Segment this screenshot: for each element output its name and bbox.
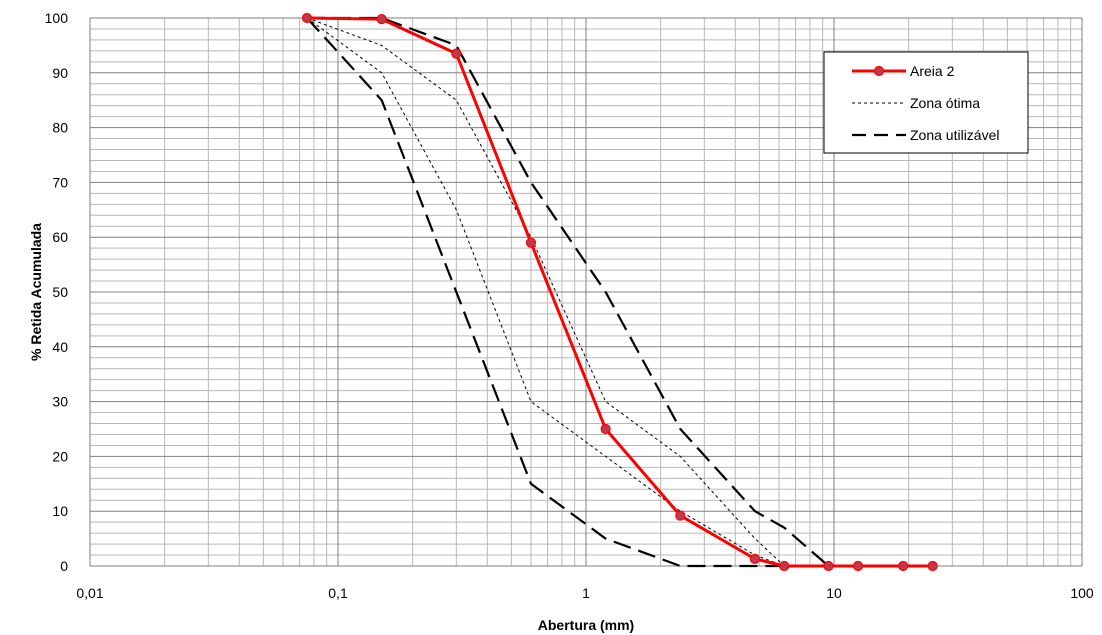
data-point-marker (451, 48, 462, 59)
x-tick-label: 10 (826, 585, 842, 601)
data-point-marker (301, 12, 313, 24)
x-axis-tick-labels: 0,01 0,1 1 10 100 (76, 585, 1094, 601)
legend: Areia 2 Zona ótima Zona utilizável (823, 51, 1029, 154)
series-line-2 (306, 17, 829, 567)
plot-area-border (89, 17, 1083, 567)
series-line-0 (306, 16, 933, 568)
x-tick-label: 100 (1070, 585, 1094, 601)
legend-label-zona-utilizavel: Zona utilizável (910, 127, 1000, 143)
x-tick-label: 0,01 (76, 585, 103, 601)
data-point-marker (600, 423, 611, 435)
series-line-4 (306, 17, 829, 568)
x-axis-title: Abertura (mm) (538, 617, 634, 633)
data-point-marker (376, 13, 387, 25)
data-point-marker (525, 237, 537, 248)
x-tick-label: 1 (582, 585, 590, 601)
legend-label-areia-2: Areia 2 (910, 63, 955, 79)
series-line-1 (306, 17, 829, 567)
series-line-3 (307, 16, 830, 567)
y-tick-label: 100 (45, 10, 69, 26)
y-tick-label: 90 (52, 65, 68, 81)
data-point-marker (749, 553, 761, 564)
data-point-marker (852, 560, 864, 572)
legend-marker-areia-2 (873, 65, 885, 77)
y-tick-label: 80 (52, 120, 68, 136)
data-point-marker (898, 560, 909, 572)
y-tick-label: 30 (52, 394, 68, 410)
data-point-marker (779, 560, 790, 572)
y-tick-label: 60 (52, 229, 68, 245)
series-layer (301, 12, 938, 572)
y-tick-label: 20 (52, 448, 68, 464)
data-point-marker (823, 560, 834, 572)
y-tick-label: 50 (52, 284, 68, 300)
x-tick-label: 0,1 (328, 585, 348, 601)
y-axis-tick-labels: 0 10 20 30 40 50 60 70 80 90 100 (45, 10, 69, 574)
data-point-marker (675, 510, 686, 521)
legend-label-zona-otima: Zona ótima (910, 95, 980, 111)
y-tick-label: 40 (52, 339, 68, 355)
y-tick-label: 10 (52, 503, 68, 519)
y-tick-label: 0 (60, 558, 68, 574)
data-point-marker (927, 560, 938, 572)
y-tick-label: 70 (52, 174, 68, 190)
y-axis-title: % Retida Acumulada (28, 223, 44, 361)
